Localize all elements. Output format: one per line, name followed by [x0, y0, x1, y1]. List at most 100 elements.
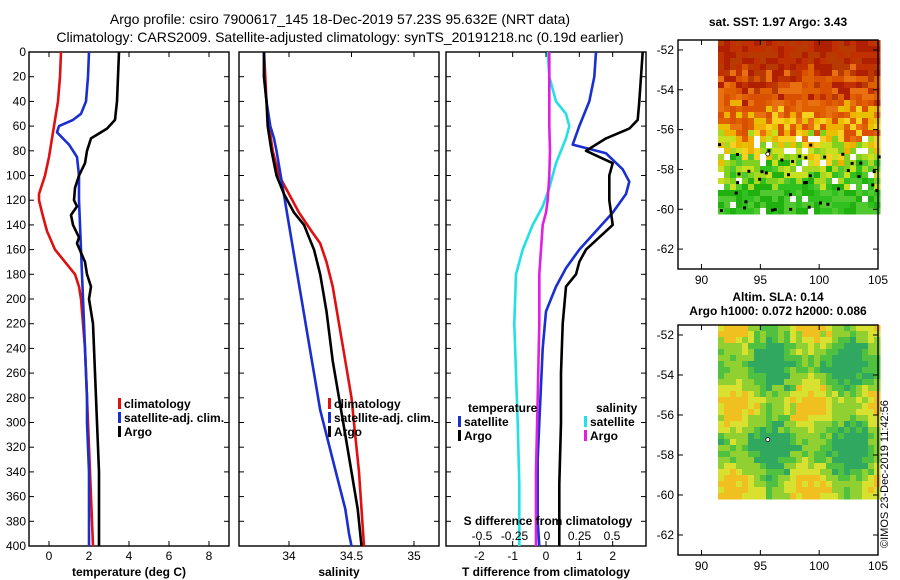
heatmap-cell	[868, 88, 875, 95]
ice-edge-mark	[872, 170, 876, 174]
heatmap-cell	[718, 337, 725, 344]
heatmap-cell	[850, 337, 857, 344]
heatmap-cell	[814, 166, 821, 173]
heatmap-cell	[874, 106, 881, 113]
heatmap-cell	[790, 106, 797, 113]
heatmap-cell	[784, 451, 791, 458]
heatmap-cell	[844, 202, 851, 209]
heatmap-cell	[790, 409, 797, 416]
heatmap-cell	[844, 184, 851, 191]
heatmap-cell	[838, 409, 845, 416]
x-tick-label: 90	[695, 559, 709, 573]
y-tick-label: 140	[6, 218, 26, 232]
heatmap-cell	[826, 403, 833, 410]
heatmap-cell	[868, 427, 875, 434]
heatmap-cell	[844, 445, 851, 452]
x-tick-label: -2	[474, 549, 485, 563]
plot-frame	[445, 51, 647, 547]
heatmap-cell	[862, 58, 869, 65]
heatmap-cell	[850, 493, 857, 500]
heatmap-cell	[736, 130, 743, 137]
heatmap-cell	[868, 184, 875, 191]
heatmap-cell	[724, 367, 731, 374]
heatmap-cell	[790, 94, 797, 101]
heatmap-cell	[730, 409, 737, 416]
heatmap-cell	[778, 130, 785, 137]
heatmap-cell	[820, 40, 827, 47]
heatmap-cell	[832, 349, 839, 356]
heatmap-cell	[844, 112, 851, 119]
heatmap-cell	[766, 355, 773, 362]
heatmap-cell	[844, 475, 851, 482]
heatmap-cell	[814, 82, 821, 89]
heatmap-cell	[844, 142, 851, 149]
heatmap-cell	[784, 427, 791, 434]
heatmap-cell	[814, 409, 821, 416]
heatmap-cell	[736, 118, 743, 125]
heatmap-cell	[790, 40, 797, 47]
y-tick-label: -60	[657, 488, 675, 502]
heatmap-cell	[808, 76, 815, 83]
series-line-salinity-argo	[534, 52, 552, 546]
heatmap-cell	[754, 208, 761, 215]
heatmap-cell	[790, 481, 797, 488]
heatmap-cell	[718, 415, 725, 422]
heatmap-cell	[730, 154, 737, 161]
legend-label-temperature-satellite: satellite	[464, 415, 509, 429]
heatmap-cell	[724, 64, 731, 71]
heatmap-cell	[856, 58, 863, 65]
heatmap-cell	[844, 94, 851, 101]
heatmap-cell	[718, 94, 725, 101]
heatmap-cell	[742, 469, 749, 476]
heatmap-cell	[730, 433, 737, 440]
heatmap-cell	[874, 391, 881, 398]
heatmap-cell	[742, 124, 749, 131]
heatmap-cell	[838, 385, 845, 392]
heatmap-cell	[718, 70, 725, 77]
heatmap-cell	[868, 94, 875, 101]
heatmap-cell	[718, 397, 725, 404]
heatmap-cell	[796, 106, 803, 113]
heatmap-cell	[796, 445, 803, 452]
heatmap-cell	[784, 136, 791, 143]
heatmap-cell	[874, 190, 881, 197]
heatmap-cell	[850, 487, 857, 494]
heatmap-cell	[790, 166, 797, 173]
legend-title-salinity: salinity	[596, 401, 638, 415]
heatmap-cell	[742, 208, 749, 215]
heatmap-cell	[766, 88, 773, 95]
heatmap-cell	[820, 184, 827, 191]
heatmap-cell	[718, 355, 725, 362]
heatmap-cell	[760, 367, 767, 374]
heatmap-cell	[754, 190, 761, 197]
heatmap-cell	[790, 172, 797, 179]
heatmap-cell	[838, 100, 845, 107]
heatmap-cell	[796, 409, 803, 416]
heatmap-cell	[832, 202, 839, 209]
heatmap-cell	[718, 361, 725, 368]
heatmap-cell	[826, 58, 833, 65]
heatmap-cell	[832, 106, 839, 113]
heatmap-cell	[724, 118, 731, 125]
heatmap-cell	[832, 160, 839, 167]
heatmap-cell	[748, 178, 755, 185]
heatmap-cell	[742, 202, 749, 209]
heatmap-cell	[742, 40, 749, 47]
x-tick-label: 8	[206, 549, 213, 563]
heatmap-cell	[862, 46, 869, 53]
heatmap-cell	[760, 385, 767, 392]
heatmap-cell	[862, 325, 869, 332]
heatmap-cell	[748, 487, 755, 494]
heatmap-cell	[778, 40, 785, 47]
heatmap-cell	[790, 373, 797, 380]
heatmap-cell	[856, 469, 863, 476]
heatmap-cell	[826, 124, 833, 131]
heatmap-cell	[730, 367, 737, 374]
heatmap-cell	[784, 325, 791, 332]
heatmap-cell	[784, 184, 791, 191]
heatmap-cell	[826, 355, 833, 362]
heatmap-cell	[778, 100, 785, 107]
heatmap-cell	[844, 82, 851, 89]
heatmap-cell	[874, 88, 881, 95]
heatmap-cell	[874, 487, 881, 494]
